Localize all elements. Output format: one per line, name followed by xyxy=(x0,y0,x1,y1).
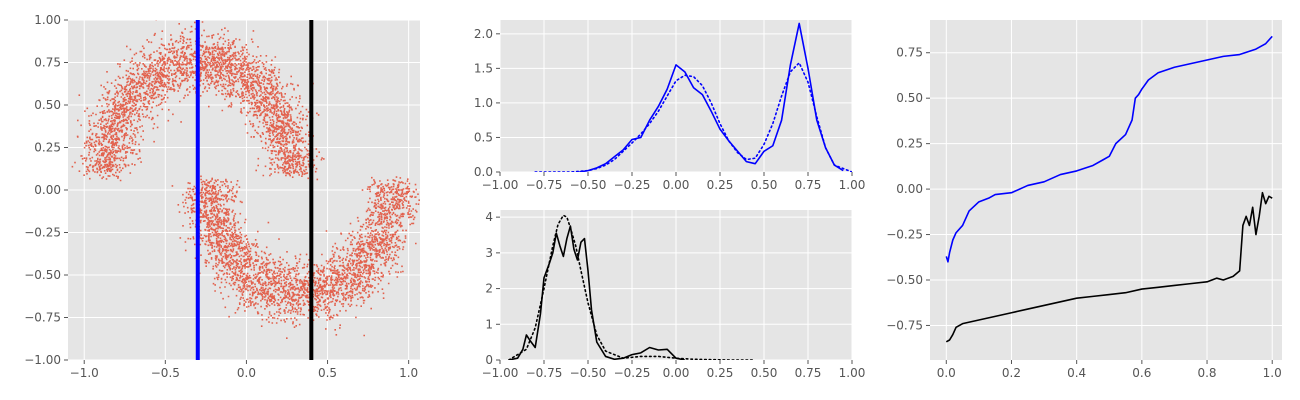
plot-area xyxy=(945,35,1273,343)
x-tick-label: 0.6 xyxy=(1132,366,1151,380)
x-tick-label: −0.75 xyxy=(526,366,563,380)
x-tick-label: 0.8 xyxy=(1197,366,1216,380)
y-tick-label: −0.25 xyxy=(24,226,61,240)
x-tick-label: 0.0 xyxy=(237,366,256,380)
series-line-0 xyxy=(508,225,685,360)
x-tick-label: 0.25 xyxy=(707,366,734,380)
series-line-0 xyxy=(945,35,1273,263)
y-tick-label: 4 xyxy=(485,210,493,224)
x-tick-label: 0.75 xyxy=(795,178,822,192)
x-tick-label: −0.50 xyxy=(570,366,607,380)
x-tick-label: 1.0 xyxy=(1263,366,1282,380)
x-tick-label: 0.4 xyxy=(1067,366,1086,380)
y-tick-label: 2 xyxy=(485,282,493,296)
x-tick-label: 0.50 xyxy=(751,366,778,380)
y-tick-label: 0.25 xyxy=(34,141,61,155)
y-tick-label: 0.00 xyxy=(34,183,61,197)
x-tick-label: 0.00 xyxy=(663,366,690,380)
x-tick-label: 0.5 xyxy=(318,366,337,380)
x-tick-label: −0.50 xyxy=(570,178,607,192)
x-tick-label: −0.25 xyxy=(614,366,651,380)
y-tick-label: 0.50 xyxy=(896,91,923,105)
y-tick-label: 0.00 xyxy=(896,182,923,196)
y-tick-label: 0.5 xyxy=(474,130,493,144)
y-tick-label: 1.0 xyxy=(474,96,493,110)
series-line-1 xyxy=(945,191,1273,343)
y-tick-label: 1.5 xyxy=(474,61,493,75)
y-tick-label: 1 xyxy=(485,317,493,331)
x-tick-label: 0.0 xyxy=(937,366,956,380)
y-tick-label: −1.00 xyxy=(24,353,61,367)
line-chart-right: 0.0 0.2 0.4 0.6 0.8 1.0 −0.75 −0.50 −0.25 0.00 0.2… xyxy=(886,20,1282,380)
x-tick-label: 0.25 xyxy=(707,178,734,192)
plot-area xyxy=(534,22,852,172)
x-tick-label: −1.00 xyxy=(482,366,519,380)
scatter-points xyxy=(71,20,420,339)
x-tick-label: 0.2 xyxy=(1002,366,1021,380)
y-tick-label: 0.0 xyxy=(474,165,493,179)
series-line-1 xyxy=(508,214,756,360)
y-tick-label: −0.25 xyxy=(886,228,923,242)
x-tick-label: −0.5 xyxy=(151,366,180,380)
x-tick-label: 1.0 xyxy=(399,366,418,380)
y-tick-label: 1.00 xyxy=(34,13,61,27)
x-tick-label: 1.00 xyxy=(839,366,866,380)
series-line-0 xyxy=(579,22,844,172)
y-tick-label: −0.50 xyxy=(886,273,923,287)
y-tick-label: 0.75 xyxy=(34,56,61,70)
y-tick-label: −0.75 xyxy=(886,318,923,332)
x-tick-label: 0.75 xyxy=(795,366,822,380)
y-tick-label: −0.50 xyxy=(24,268,61,282)
y-tick-label: 0 xyxy=(485,353,493,367)
y-tick-label: 0.25 xyxy=(896,137,923,151)
plot-area xyxy=(508,214,756,360)
x-tick-label: −1.0 xyxy=(70,366,99,380)
y-tick-label: 3 xyxy=(485,246,493,260)
x-tick-label: 1.00 xyxy=(839,178,866,192)
x-tick-label: −0.75 xyxy=(526,178,563,192)
y-tick-label: 0.50 xyxy=(34,98,61,112)
y-tick-label: 0.75 xyxy=(896,46,923,60)
plot-area xyxy=(71,20,420,360)
density-chart-blue: −1.00 −0.75 −0.50 −0.25 0.00 0.25 0.50 0.75 1.00… xyxy=(474,20,865,192)
x-tick-label: −0.25 xyxy=(614,178,651,192)
density-chart-black: −1.00 −0.75 −0.50 −0.25 0.00 0.25 0.50 0.75 1.00… xyxy=(482,210,866,380)
series-line-1 xyxy=(534,62,852,172)
scatter-chart-two-moons: −1.0 −0.5 0.0 0.5 1.0 −1.00 −0.75 −0.50 −0.25 0.0… xyxy=(24,13,420,380)
y-tick-label: 2.0 xyxy=(474,27,493,41)
axes-background xyxy=(930,20,1282,360)
x-tick-label: 0.00 xyxy=(663,178,690,192)
x-tick-label: 0.50 xyxy=(751,178,778,192)
y-tick-label: −0.75 xyxy=(24,311,61,325)
x-tick-label: −1.00 xyxy=(482,178,519,192)
